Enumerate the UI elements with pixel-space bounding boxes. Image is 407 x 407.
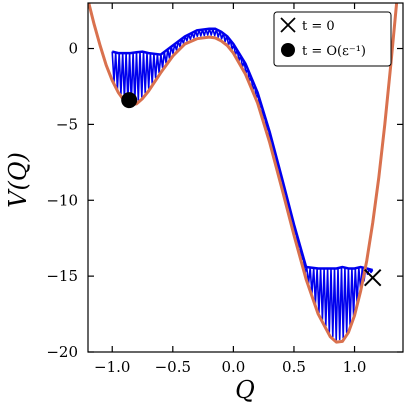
legend-x-icon (280, 17, 296, 33)
x-axis-ticks: −1.0 −0.5 0.0 0.5 1.0 (94, 3, 366, 376)
x-tick-label: −0.5 (155, 358, 191, 376)
y-axis-ticks: 0 −5 −10 −15 −20 (46, 40, 403, 361)
y-tick-label: −20 (46, 343, 78, 361)
x-axis-label: Q (235, 376, 255, 404)
late-time-marker-dot (121, 92, 138, 109)
x-tick-label: −1.0 (94, 358, 130, 376)
y-axis-label: V(Q) (4, 152, 32, 208)
trajectory-band-layer (111, 27, 374, 341)
marker-layer (121, 92, 382, 287)
legend-dot-icon (281, 43, 295, 57)
legend-box (273, 11, 392, 67)
start-marker-x (364, 268, 382, 287)
x-tick-label: 0.5 (282, 358, 306, 376)
plot-frame (87, 2, 404, 353)
legend-label-late: t = O(ε⁻¹) (302, 44, 366, 59)
trajectory-upper-edge (111, 27, 374, 272)
start-marker-stroke (364, 268, 382, 287)
y-tick-label: 0 (68, 40, 78, 58)
trajectory-band (111, 28, 374, 341)
legend-label-start: t = 0 (302, 19, 335, 34)
y-tick-label: −5 (56, 115, 78, 133)
legend: t = 0 t = O(ε⁻¹) (273, 11, 392, 67)
y-tick-label: −10 (46, 191, 78, 209)
y-tick-label: −15 (46, 267, 78, 285)
x-tick-label: 0.0 (221, 358, 245, 376)
x-tick-label: 1.0 (343, 358, 367, 376)
